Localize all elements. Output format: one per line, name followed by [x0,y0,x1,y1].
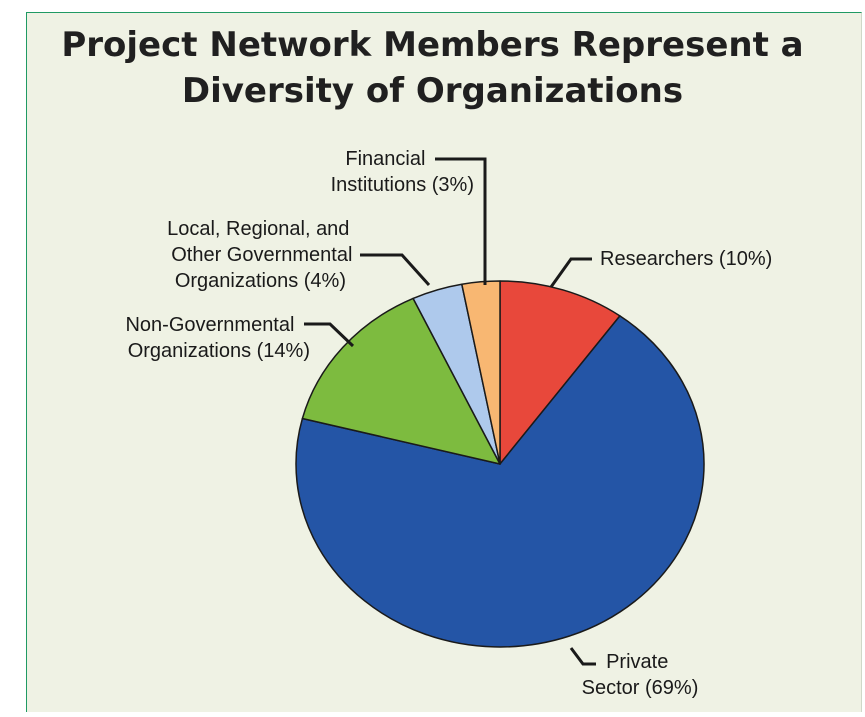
pie-slices [295,280,705,648]
pie-slice-researchers [499,280,621,465]
label-financial-institutions: Financial Institutions (3%) [331,148,474,196]
leader-non-governmental [304,322,355,348]
pie-slice-financial-institutions [461,280,501,465]
leader-financial-institutions [435,157,487,285]
label-researchers: Researchers (10%) [600,248,772,270]
chart-title-line-2: Diversity of Organizations [181,71,684,111]
label-local-regional: Local, Regional, and Other Governmental … [167,218,358,292]
label-non-governmental: Non-Governmental Organizations (14%) [125,314,310,362]
leader-lines [304,157,596,666]
leader-private-sector [569,647,596,666]
leader-local-regional [360,253,431,287]
label-private-sector: Private Sector (69%) [582,651,699,699]
chart-title-line-1: Project Network Members Represent a [61,25,804,65]
leader-researchers [549,257,592,288]
chart-title: Project Network Members Represent a Dive… [0,22,865,114]
pie-slice-private-sector [295,315,705,648]
pie-slice-non-governmental-organizations [301,297,501,465]
